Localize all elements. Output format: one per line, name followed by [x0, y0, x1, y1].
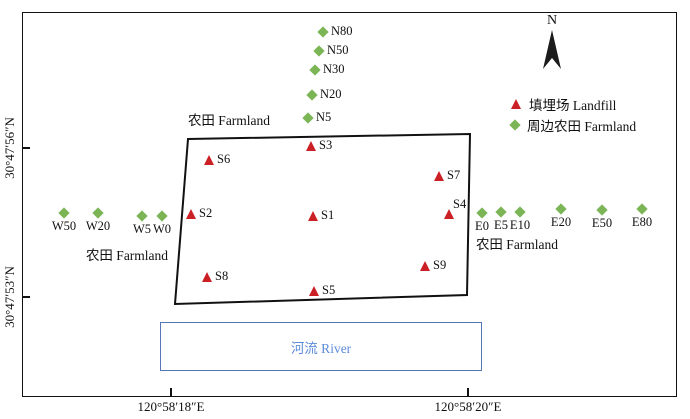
point-label: E5: [494, 218, 508, 232]
map-frame: [22, 12, 677, 397]
point-label: E80: [631, 215, 653, 229]
triangle-icon: [203, 155, 214, 165]
point-label: S1: [321, 208, 335, 222]
point-label: N50: [327, 43, 349, 57]
point-label: E10: [509, 218, 531, 232]
legend-label: 填埋场 Landfill: [529, 98, 617, 113]
triangle-icon: [433, 171, 444, 181]
triangle-icon: [419, 261, 430, 271]
point-label: S8: [215, 269, 229, 283]
triangle-icon: [443, 209, 454, 219]
point-label: N20: [320, 87, 342, 101]
point-label: N80: [331, 24, 353, 38]
diamond-icon: [509, 119, 521, 131]
x-tick-mark: [467, 388, 469, 396]
area-label-farmland-east: 农田 Farmland: [475, 237, 559, 252]
river-label: 河流 River: [290, 340, 352, 356]
triangle-icon: [201, 272, 212, 282]
x-axis-label: 120°58′18″E: [137, 399, 205, 414]
point-label: W0: [152, 222, 172, 236]
legend-item-landfill: 填埋场 Landfill: [511, 94, 616, 114]
point-label: E20: [550, 215, 572, 229]
point-label: W50: [51, 219, 77, 233]
triangle-icon: [305, 141, 316, 151]
y-tick-mark: [23, 296, 30, 298]
point-label: E0: [475, 219, 489, 233]
area-label-farmland-north: 农田 Farmland: [187, 113, 271, 128]
point-label: S2: [199, 206, 213, 220]
y-axis-label: 30°47′56″N: [2, 117, 17, 179]
triangle-icon: [308, 286, 319, 296]
point-label: E50: [591, 216, 613, 230]
point-label: S3: [319, 138, 333, 152]
y-axis-label: 30°47′53″N: [2, 266, 17, 328]
triangle-icon: [185, 209, 196, 219]
point-label: W5: [132, 222, 152, 236]
point-label: S5: [322, 283, 336, 297]
point-label: W20: [85, 219, 111, 233]
legend-label: 周边农田 Farmland: [527, 119, 637, 134]
triangle-icon: [307, 211, 318, 221]
area-label-farmland-west: 农田 Farmland: [85, 248, 169, 263]
river-box: 河流 River: [160, 322, 482, 371]
point-label: S7: [447, 168, 461, 182]
point-label: S9: [433, 258, 447, 272]
point-label: S4: [453, 197, 467, 211]
x-tick-mark: [170, 388, 172, 396]
north-label: N: [546, 13, 558, 28]
point-label: N30: [323, 62, 345, 76]
legend-item-farmland: 周边农田 Farmland: [509, 115, 637, 135]
triangle-icon: [511, 99, 521, 109]
point-label: N5: [316, 110, 332, 124]
point-label: S6: [217, 152, 231, 166]
y-tick-mark: [23, 147, 30, 149]
x-axis-label: 120°58′20″E: [434, 399, 502, 414]
